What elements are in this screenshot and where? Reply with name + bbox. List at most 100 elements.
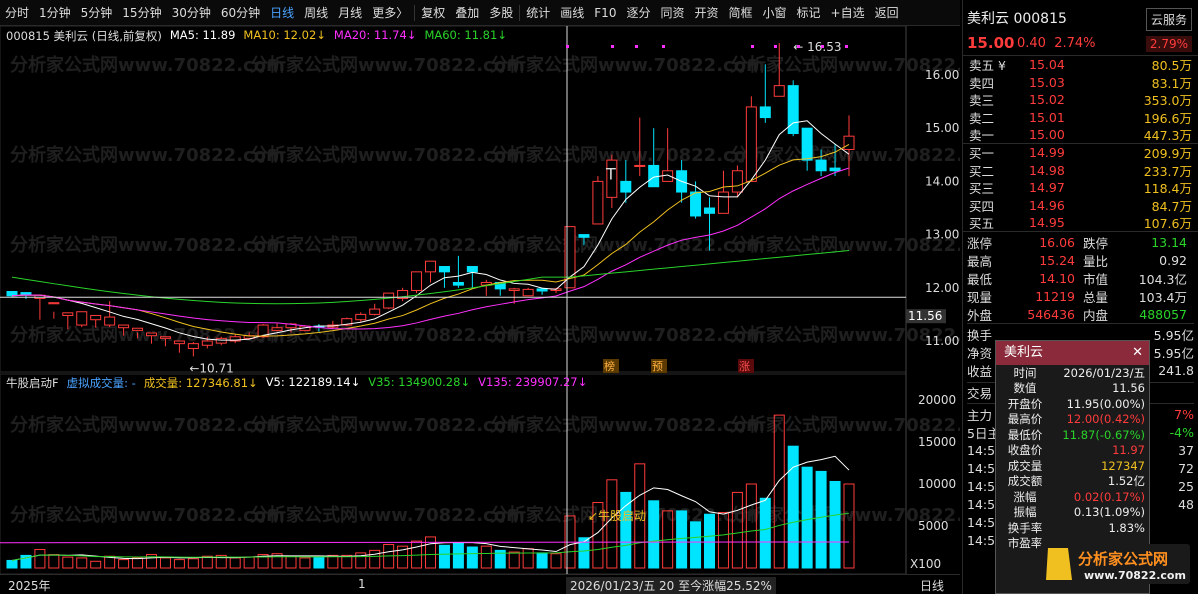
volume-tick: 10000 bbox=[918, 477, 956, 491]
toolbar-item-14[interactable]: 画线 bbox=[560, 5, 585, 20]
volume-bar bbox=[634, 463, 646, 569]
kline-chart[interactable]: 分析家公式网www.70822.com分析家公式网www.70822.com分析… bbox=[0, 26, 960, 594]
watermark: 分析家公式网www.70822.com bbox=[10, 504, 285, 526]
candle-body bbox=[159, 336, 171, 339]
toolbar-item-19[interactable]: 简框 bbox=[728, 5, 753, 20]
toolbar-item-17[interactable]: 同资 bbox=[660, 5, 685, 20]
sell-row: 卖三 15.02 353.0万 bbox=[963, 91, 1198, 109]
sell-label: 卖三 bbox=[969, 93, 995, 109]
toolbar-item-16[interactable]: 逐分 bbox=[626, 5, 651, 20]
popup-row: 成交额 1.52亿 bbox=[996, 474, 1149, 490]
toolbar: 分时 1分钟 5分钟 15分钟 30分钟 60分钟 日线 周线 月线 更多〉 复权 叠加 多股 统计 画线 F… bbox=[0, 0, 960, 26]
stat-value: 14.10 bbox=[1039, 271, 1075, 287]
price-pane-frame bbox=[0, 26, 907, 373]
indicator-name[interactable]: 牛股启动F bbox=[6, 376, 59, 390]
zhang-badge bbox=[738, 359, 754, 373]
candle-body bbox=[355, 313, 367, 321]
toolbar-item-10[interactable]: 复权 bbox=[421, 5, 446, 20]
period-label[interactable]: 日线 bbox=[920, 579, 945, 593]
time-axis-bar: 2025年 1 2026/01/23/五 20 至今涨幅25.52% 日线 bbox=[0, 574, 960, 594]
volume-bar bbox=[159, 557, 171, 569]
buy-row: 买三 14.97 118.4万 bbox=[963, 179, 1198, 197]
watermark: 分析家公式网www.70822.com bbox=[490, 54, 765, 76]
volume-bar bbox=[843, 483, 855, 569]
toolbar-item-3[interactable]: 15分钟 bbox=[122, 5, 162, 20]
signal-dot bbox=[566, 45, 569, 48]
toolbar-item-6[interactable]: 日线 bbox=[270, 5, 295, 20]
volume-tick: 5000 bbox=[918, 519, 949, 533]
stat-row: 最高 15.24 量比 0.92 bbox=[967, 252, 1194, 270]
toolbar-item-1[interactable]: 1分钟 bbox=[39, 5, 71, 20]
ma20-label: MA20: 11.74↓ bbox=[333, 28, 417, 42]
volume-bar bbox=[90, 560, 102, 569]
watermark: 分析家公式网www.70822.com bbox=[730, 504, 960, 526]
toolbar-item-15[interactable]: F10 bbox=[594, 5, 617, 20]
sell-volume: 447.3万 bbox=[1143, 128, 1192, 144]
bang-badge bbox=[603, 359, 619, 373]
watermark: 分析家公式网www.70822.com bbox=[250, 504, 525, 526]
candle-body bbox=[843, 135, 855, 150]
tick-row: 14:5 bbox=[967, 532, 1194, 550]
order-book: 卖五 ¥15.04 80.5万 卖四 15.03 83.1万 卖三 15.02 353.0万卖… bbox=[963, 56, 1198, 232]
volume-bar bbox=[745, 483, 757, 569]
candle-body bbox=[564, 226, 576, 289]
buy-volume: 209.9万 bbox=[1143, 146, 1192, 162]
sell-volume: 80.5万 bbox=[1151, 58, 1192, 74]
volume-bar bbox=[452, 542, 464, 569]
toolbar-item-2[interactable]: 5分钟 bbox=[80, 5, 113, 20]
watermark: 分析家公式网www.70822.com bbox=[250, 54, 525, 76]
close-icon[interactable]: ✕ bbox=[1132, 345, 1143, 360]
toolbar-item-12[interactable]: 多股 bbox=[489, 5, 514, 20]
candle-body bbox=[397, 289, 409, 299]
price-tick: 16.00 bbox=[925, 68, 959, 82]
v135-line bbox=[0, 541, 850, 544]
low-annotation: ←10.71 bbox=[189, 361, 233, 375]
volume-bar bbox=[76, 557, 88, 569]
niugu-annotation: ↙牛股启动 bbox=[588, 508, 646, 523]
tick-row: 14:5 72 bbox=[967, 460, 1194, 478]
toolbar-item-7[interactable]: 周线 bbox=[304, 5, 329, 20]
vvol-label: 虚拟成交量: - bbox=[66, 376, 136, 390]
candle-body bbox=[271, 327, 283, 331]
popup-row: 收盘价 11.97 bbox=[996, 443, 1149, 459]
toolbar-item-20[interactable]: 小窗 bbox=[762, 5, 787, 20]
popup-label: 最高价 bbox=[1007, 412, 1043, 427]
logo-text2: www.70822.com bbox=[1084, 569, 1186, 582]
stats-grid: 涨停 16.06 跌停 13.14 最高 15.24 量比 0.92 最低 14.10 市值 104.… bbox=[963, 232, 1198, 326]
volume-bar bbox=[676, 510, 688, 569]
stat-label: 跌停 bbox=[1083, 236, 1109, 252]
candle-body bbox=[104, 316, 116, 326]
toolbar-item-4[interactable]: 30分钟 bbox=[171, 5, 211, 20]
candle-body bbox=[578, 234, 590, 238]
toolbar-item-21[interactable]: 标记 bbox=[796, 5, 821, 20]
sell-price: 15.00 bbox=[1029, 127, 1065, 143]
volume-bar bbox=[773, 414, 785, 569]
popup-row: 换手率 1.83% bbox=[996, 520, 1149, 536]
volume-bar bbox=[257, 554, 269, 569]
toolbar-item-23[interactable]: 返回 bbox=[874, 5, 899, 20]
buy-price: 14.98 bbox=[1029, 162, 1065, 178]
popup-label: 时间 bbox=[1013, 365, 1037, 380]
toolbar-item-13[interactable]: 统计 bbox=[526, 5, 551, 20]
sell-label: 卖四 bbox=[969, 75, 995, 91]
toolbar-item-11[interactable]: 叠加 bbox=[455, 5, 480, 20]
toolbar-item-8[interactable]: 月线 bbox=[338, 5, 363, 20]
volume-bar bbox=[717, 512, 729, 569]
toolbar-item-9[interactable]: 更多〉 bbox=[372, 5, 409, 20]
toolbar-item-18[interactable]: 开资 bbox=[694, 5, 719, 20]
toolbar-item-22[interactable]: +自选 bbox=[830, 5, 865, 20]
candle-body bbox=[452, 281, 464, 286]
sell-volume: 196.6万 bbox=[1143, 111, 1192, 127]
toolbar-item-5[interactable]: 60分钟 bbox=[220, 5, 261, 20]
volume-bar bbox=[480, 545, 492, 569]
tick-row-label: 14:5 bbox=[967, 533, 996, 549]
candle-body bbox=[522, 288, 534, 297]
candle-body bbox=[634, 164, 646, 167]
toolbar-item-0[interactable]: 分时 bbox=[5, 5, 30, 20]
volume-bar bbox=[271, 553, 283, 569]
tick-row-value: 72 bbox=[1178, 461, 1194, 477]
popup-label: 换手率 bbox=[1007, 520, 1043, 535]
volume-info-line: 牛股启动F 虚拟成交量: - 成交量: 127346.81↓ V5: 12218… bbox=[6, 375, 587, 391]
price-tick: 11.00 bbox=[925, 334, 959, 348]
cloud-service-button[interactable]: 云服务 bbox=[1145, 8, 1192, 31]
